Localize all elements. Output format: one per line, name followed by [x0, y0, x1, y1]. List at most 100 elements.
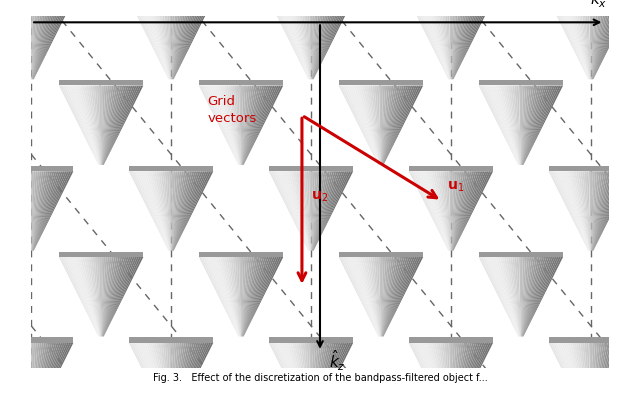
Polygon shape [303, 171, 310, 251]
Polygon shape [438, 343, 450, 400]
Polygon shape [171, 343, 173, 400]
Polygon shape [368, 86, 380, 165]
Polygon shape [102, 86, 109, 165]
Polygon shape [292, 343, 310, 400]
Polygon shape [312, 343, 336, 400]
Polygon shape [31, 171, 33, 251]
Polygon shape [32, 343, 44, 400]
Polygon shape [419, 171, 449, 251]
Polygon shape [277, 343, 309, 400]
Polygon shape [518, 86, 521, 165]
Polygon shape [356, 257, 380, 336]
Polygon shape [593, 0, 633, 79]
Polygon shape [199, 252, 284, 257]
Polygon shape [313, 0, 349, 79]
Polygon shape [143, 171, 170, 251]
Polygon shape [593, 0, 625, 79]
Polygon shape [173, 171, 207, 251]
Polygon shape [312, 171, 321, 251]
Polygon shape [447, 171, 451, 251]
Polygon shape [292, 171, 310, 251]
Polygon shape [591, 171, 597, 251]
Polygon shape [312, 171, 328, 251]
Polygon shape [173, 171, 203, 251]
Polygon shape [383, 257, 419, 336]
Polygon shape [593, 343, 623, 400]
Polygon shape [171, 171, 173, 251]
Polygon shape [553, 171, 589, 251]
Polygon shape [524, 86, 563, 165]
Polygon shape [440, 171, 451, 251]
Polygon shape [242, 257, 258, 336]
Polygon shape [0, 0, 29, 79]
Polygon shape [313, 171, 351, 251]
Polygon shape [452, 0, 472, 79]
Polygon shape [383, 86, 419, 165]
Polygon shape [243, 257, 271, 336]
Polygon shape [312, 343, 334, 400]
Polygon shape [199, 86, 239, 165]
Polygon shape [8, 343, 30, 400]
Polygon shape [312, 0, 334, 79]
Polygon shape [25, 171, 31, 251]
Polygon shape [382, 257, 402, 336]
Polygon shape [381, 86, 387, 165]
Polygon shape [228, 257, 241, 336]
Polygon shape [242, 257, 256, 336]
Polygon shape [436, 0, 450, 79]
Polygon shape [578, 343, 590, 400]
Polygon shape [381, 86, 392, 165]
Polygon shape [271, 343, 308, 400]
Polygon shape [172, 0, 182, 79]
Polygon shape [451, 343, 455, 400]
Polygon shape [239, 86, 241, 165]
Polygon shape [242, 86, 260, 165]
Polygon shape [32, 0, 48, 79]
Polygon shape [351, 86, 380, 165]
Polygon shape [578, 171, 590, 251]
Polygon shape [580, 171, 590, 251]
Polygon shape [76, 257, 100, 336]
Polygon shape [452, 343, 472, 400]
Polygon shape [631, 86, 640, 165]
Polygon shape [33, 343, 59, 400]
Polygon shape [103, 257, 137, 336]
Polygon shape [442, 0, 451, 79]
Polygon shape [523, 86, 552, 165]
Polygon shape [591, 171, 595, 251]
Polygon shape [593, 0, 631, 79]
Polygon shape [33, 0, 69, 79]
Polygon shape [561, 171, 589, 251]
Polygon shape [382, 257, 400, 336]
Polygon shape [4, 171, 29, 251]
Polygon shape [0, 171, 29, 251]
Polygon shape [0, 171, 29, 251]
Polygon shape [146, 343, 170, 400]
Polygon shape [33, 343, 65, 400]
Polygon shape [216, 86, 239, 165]
Polygon shape [104, 86, 143, 165]
Polygon shape [502, 257, 520, 336]
Polygon shape [0, 0, 29, 79]
Polygon shape [167, 0, 171, 79]
Polygon shape [522, 86, 542, 165]
Polygon shape [305, 343, 311, 400]
Polygon shape [453, 343, 493, 400]
Polygon shape [135, 0, 169, 79]
Polygon shape [102, 257, 122, 336]
Polygon shape [510, 86, 520, 165]
Polygon shape [298, 0, 310, 79]
Polygon shape [591, 343, 599, 400]
Polygon shape [309, 0, 311, 79]
Polygon shape [172, 171, 182, 251]
Polygon shape [298, 343, 310, 400]
Polygon shape [4, 0, 29, 79]
Polygon shape [633, 86, 640, 165]
Polygon shape [296, 171, 310, 251]
Polygon shape [243, 86, 266, 165]
Polygon shape [33, 0, 65, 79]
Polygon shape [434, 171, 450, 251]
Polygon shape [351, 257, 380, 336]
Polygon shape [637, 86, 640, 165]
Polygon shape [495, 257, 520, 336]
